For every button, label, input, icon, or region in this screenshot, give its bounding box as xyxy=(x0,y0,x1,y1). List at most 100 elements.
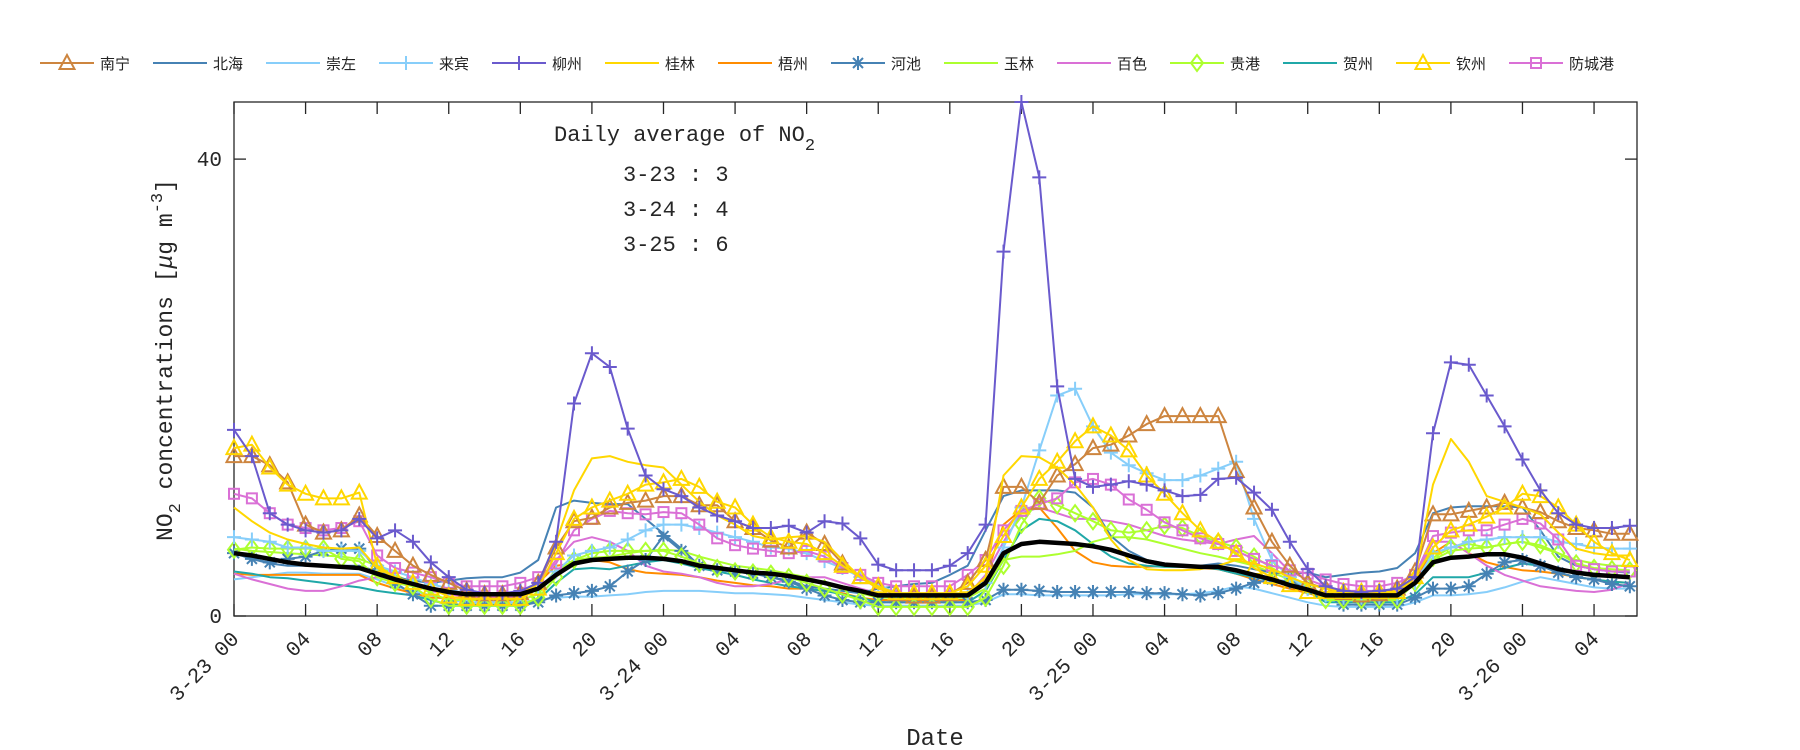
data-point xyxy=(1443,355,1458,370)
data-point xyxy=(1497,555,1512,570)
data-point xyxy=(1479,566,1494,581)
data-point xyxy=(1209,405,1228,424)
data-point xyxy=(584,583,599,598)
square-marker-icon xyxy=(1530,57,1542,69)
data-point xyxy=(1533,483,1548,498)
x-tick-label: 12 xyxy=(1285,629,1319,663)
data-point xyxy=(1122,493,1135,506)
data-point xyxy=(1584,520,1604,538)
data-point xyxy=(227,422,241,437)
data-point xyxy=(833,555,852,573)
data-point xyxy=(835,593,850,608)
data-point xyxy=(298,523,313,538)
data-point xyxy=(904,583,924,601)
data-point xyxy=(960,546,975,561)
x-tick-label: 20 xyxy=(569,629,603,663)
legend-label: 防城港 xyxy=(1569,54,1615,73)
data-point xyxy=(1194,532,1207,545)
data-point xyxy=(1209,531,1228,549)
legend-swatch xyxy=(1509,57,1563,69)
data-point xyxy=(1622,579,1637,594)
data-point xyxy=(1155,405,1174,424)
data-point xyxy=(1443,581,1458,596)
data-point xyxy=(618,483,637,501)
data-point xyxy=(1316,581,1335,600)
x-tick-label: 04 xyxy=(1571,629,1605,663)
x-tick-label: 08 xyxy=(1213,629,1247,663)
data-point xyxy=(1620,549,1640,568)
data-point xyxy=(1604,577,1619,592)
data-point xyxy=(799,581,814,596)
series-average xyxy=(233,539,1630,598)
data-point xyxy=(745,534,760,549)
data-point xyxy=(549,534,564,549)
data-point xyxy=(779,537,798,555)
data-point xyxy=(656,517,671,532)
data-point xyxy=(260,457,279,475)
data-point xyxy=(728,514,743,529)
data-point xyxy=(815,533,834,552)
data-point xyxy=(1175,587,1190,602)
data-point xyxy=(1620,523,1640,541)
data-point xyxy=(922,583,942,601)
annotation-line: 3-24 : 4 xyxy=(623,198,729,223)
data-point xyxy=(1479,388,1494,403)
data-point xyxy=(441,570,456,585)
data-point xyxy=(851,567,870,585)
legend-swatch xyxy=(1396,52,1450,70)
data-point xyxy=(457,588,476,606)
data-point xyxy=(729,539,742,552)
legend-swatch xyxy=(379,56,433,70)
data-point xyxy=(1584,531,1604,549)
data-point xyxy=(1515,452,1530,467)
data-point xyxy=(1173,503,1192,521)
data-point xyxy=(244,532,259,547)
data-point xyxy=(853,531,868,546)
data-point xyxy=(657,506,670,519)
annotation-line: 3-23 : 3 xyxy=(623,163,729,188)
data-point xyxy=(1048,451,1067,469)
data-point xyxy=(244,449,259,464)
data-point xyxy=(889,563,904,578)
data-point xyxy=(1495,497,1514,515)
legend-label: 玉林 xyxy=(1004,54,1035,73)
data-point xyxy=(1477,506,1496,524)
data-point xyxy=(475,588,494,606)
data-point xyxy=(389,562,402,575)
data-point xyxy=(224,437,244,456)
data-point xyxy=(656,529,671,544)
data-point xyxy=(745,521,760,536)
data-point xyxy=(924,597,940,617)
data-point xyxy=(1533,535,1548,555)
data-point xyxy=(1083,437,1103,456)
data-point xyxy=(513,596,528,616)
data-point xyxy=(711,532,724,545)
legend-label: 崇左 xyxy=(326,54,357,73)
triangle-marker-icon xyxy=(1413,52,1433,70)
data-point xyxy=(1068,585,1083,600)
data-point xyxy=(370,531,385,546)
data-point xyxy=(1067,503,1083,523)
legend-label: 贵港 xyxy=(1230,54,1261,73)
data-point xyxy=(1408,590,1423,605)
series-line xyxy=(233,539,1630,598)
data-point xyxy=(1121,585,1136,600)
data-point xyxy=(1459,514,1478,532)
data-point xyxy=(978,588,993,608)
data-point xyxy=(763,570,778,585)
legend-swatch xyxy=(944,62,998,64)
data-point xyxy=(781,518,796,533)
legend-item: 钦州 xyxy=(1394,50,1507,76)
data-point xyxy=(1549,511,1568,529)
legend-label: 桂林 xyxy=(665,54,696,73)
data-point xyxy=(388,523,403,538)
data-point xyxy=(1032,443,1047,458)
legend-item: 百色 xyxy=(1055,50,1168,76)
data-point xyxy=(1139,520,1154,540)
data-point xyxy=(1441,520,1461,538)
data-point xyxy=(1461,579,1476,594)
data-point xyxy=(1604,521,1619,536)
data-point xyxy=(511,588,530,606)
data-point xyxy=(371,549,384,562)
data-point xyxy=(674,546,689,567)
